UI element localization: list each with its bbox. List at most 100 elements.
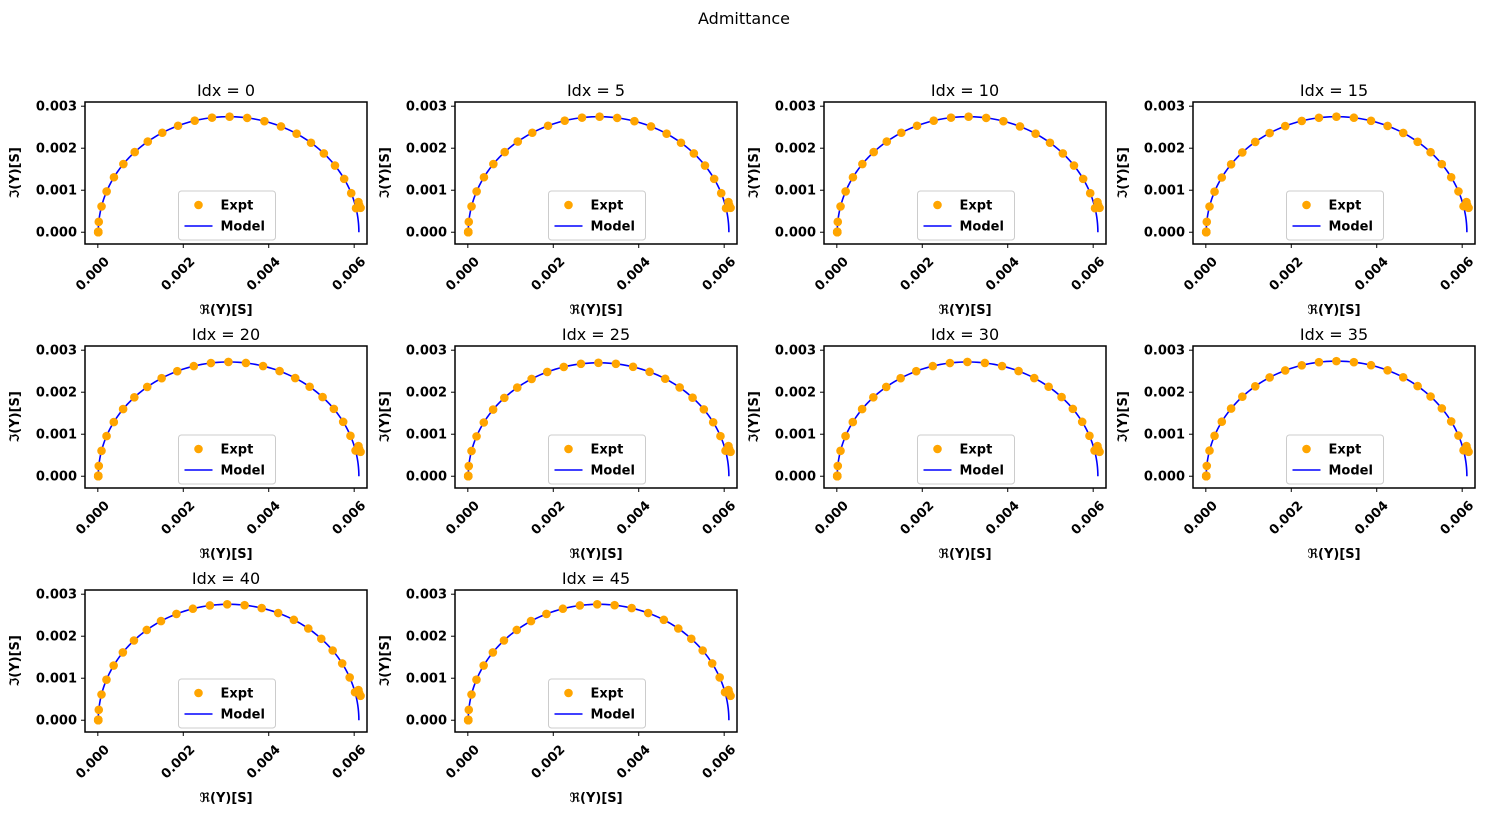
y-tick-label: 0.003 — [36, 588, 77, 603]
expt-point — [836, 446, 845, 456]
expt-point — [630, 116, 639, 126]
expt-point — [1068, 404, 1078, 414]
x-tick-label: 0.006 — [330, 254, 370, 294]
expt-point — [93, 227, 103, 237]
subplot-title: Idx = 25 — [562, 325, 630, 344]
expt-point — [330, 161, 340, 170]
expt-point — [93, 471, 103, 481]
subplot-grid: Idx = 0 0.000 0.001 0.002 0.003 0.000 0.002 0.0… — [8, 81, 1477, 806]
expt-point — [173, 121, 183, 131]
expt-point — [981, 113, 991, 123]
expt-point — [1426, 147, 1435, 157]
expt-point — [346, 188, 356, 198]
legend-expt-marker — [194, 444, 203, 454]
expt-point — [858, 159, 867, 169]
x-axis-label: ℜ(Y)[S] — [938, 547, 991, 562]
y-tick-label: 0.001 — [36, 428, 77, 443]
expt-point — [119, 159, 128, 169]
subplot-title: Idx = 20 — [192, 325, 260, 344]
expt-point — [836, 202, 845, 211]
expt-point — [1095, 447, 1104, 457]
legend-box — [178, 678, 276, 729]
x-tick-label: 0.006 — [700, 498, 740, 538]
y-axis-label: ℑ(Y)[S] — [8, 147, 23, 199]
expt-point — [997, 361, 1007, 371]
expt-point — [1464, 447, 1473, 457]
expt-point — [1383, 366, 1392, 375]
expt-point — [688, 393, 697, 402]
legend-model-label: Model — [960, 220, 1004, 235]
expt-point — [130, 393, 139, 402]
x-tick-label: 0.002 — [159, 254, 199, 294]
expt-point — [206, 358, 216, 368]
expt-point — [489, 159, 498, 169]
y-tick-label: 0.001 — [775, 428, 816, 443]
expt-point — [1058, 149, 1068, 158]
expt-point — [1031, 129, 1040, 138]
x-axis-label: ℜ(Y)[S] — [199, 303, 252, 318]
x-tick-label: 0.006 — [700, 742, 740, 782]
expt-point — [472, 187, 481, 196]
expt-point — [156, 616, 166, 626]
subplot-1: Idx = 5 0.000 0.001 0.002 0.003 0.000 0.002 0.0… — [378, 81, 739, 318]
expt-point — [345, 673, 354, 682]
expt-point — [1413, 137, 1422, 147]
x-tick-label: 0.000 — [812, 498, 852, 538]
legend: Expt Model — [1286, 434, 1384, 485]
x-axis-label: ℜ(Y)[S] — [199, 547, 252, 562]
expt-point — [929, 116, 939, 125]
x-tick-label: 0.000 — [73, 254, 113, 294]
expt-point — [499, 636, 509, 645]
x-tick-label: 0.002 — [1267, 254, 1307, 294]
expt-point — [686, 634, 696, 644]
expt-point — [1044, 382, 1053, 392]
y-tick-label: 0.002 — [1144, 386, 1185, 401]
expt-point — [94, 217, 104, 227]
expt-point — [1210, 187, 1219, 196]
x-axis-label: ℜ(Y)[S] — [569, 303, 622, 318]
expt-point — [488, 405, 498, 414]
y-tick-label: 0.003 — [36, 100, 77, 115]
legend-model-label: Model — [221, 220, 265, 235]
expt-point — [726, 447, 735, 457]
expt-point — [356, 447, 365, 457]
expt-point — [130, 147, 140, 157]
expt-point — [1398, 373, 1408, 382]
legend-box — [548, 678, 646, 729]
expt-point — [1383, 121, 1392, 131]
expt-point — [102, 187, 111, 196]
subplot-4: Idx = 20 0.000 0.001 0.002 0.003 0.000 0.002 0.… — [8, 325, 369, 562]
x-tick-label: 0.004 — [1352, 498, 1392, 538]
expt-point — [464, 705, 474, 715]
expt-point — [1029, 373, 1039, 383]
expt-point — [848, 417, 858, 427]
expt-point — [472, 675, 481, 684]
expt-point — [318, 392, 327, 402]
expt-point — [142, 382, 152, 392]
axes-frame — [84, 589, 368, 733]
x-tick-label: 0.004 — [614, 254, 654, 294]
y-tick-label: 0.002 — [775, 386, 816, 401]
expt-point — [595, 112, 604, 122]
expt-point — [897, 128, 906, 138]
y-tick-label: 0.002 — [36, 630, 77, 645]
expt-point — [699, 405, 709, 414]
expt-point — [275, 366, 284, 376]
subplot-title: Idx = 5 — [567, 81, 625, 100]
legend-expt-label: Expt — [591, 199, 624, 214]
x-tick-label: 0.002 — [1267, 498, 1307, 538]
expt-point — [463, 471, 473, 481]
expt-point — [945, 358, 955, 368]
expt-point — [841, 187, 850, 196]
expt-point — [512, 383, 522, 392]
legend: Expt Model — [548, 434, 646, 485]
subplot-2: Idx = 10 0.000 0.001 0.002 0.003 0.000 0.002 0.… — [747, 81, 1108, 318]
subplot-title: Idx = 45 — [562, 569, 630, 588]
expt-point — [1280, 121, 1290, 131]
expt-point — [576, 359, 586, 369]
expt-point — [612, 113, 622, 123]
x-tick-label: 0.000 — [443, 254, 483, 294]
expt-point — [689, 149, 699, 158]
legend-box — [178, 434, 276, 485]
